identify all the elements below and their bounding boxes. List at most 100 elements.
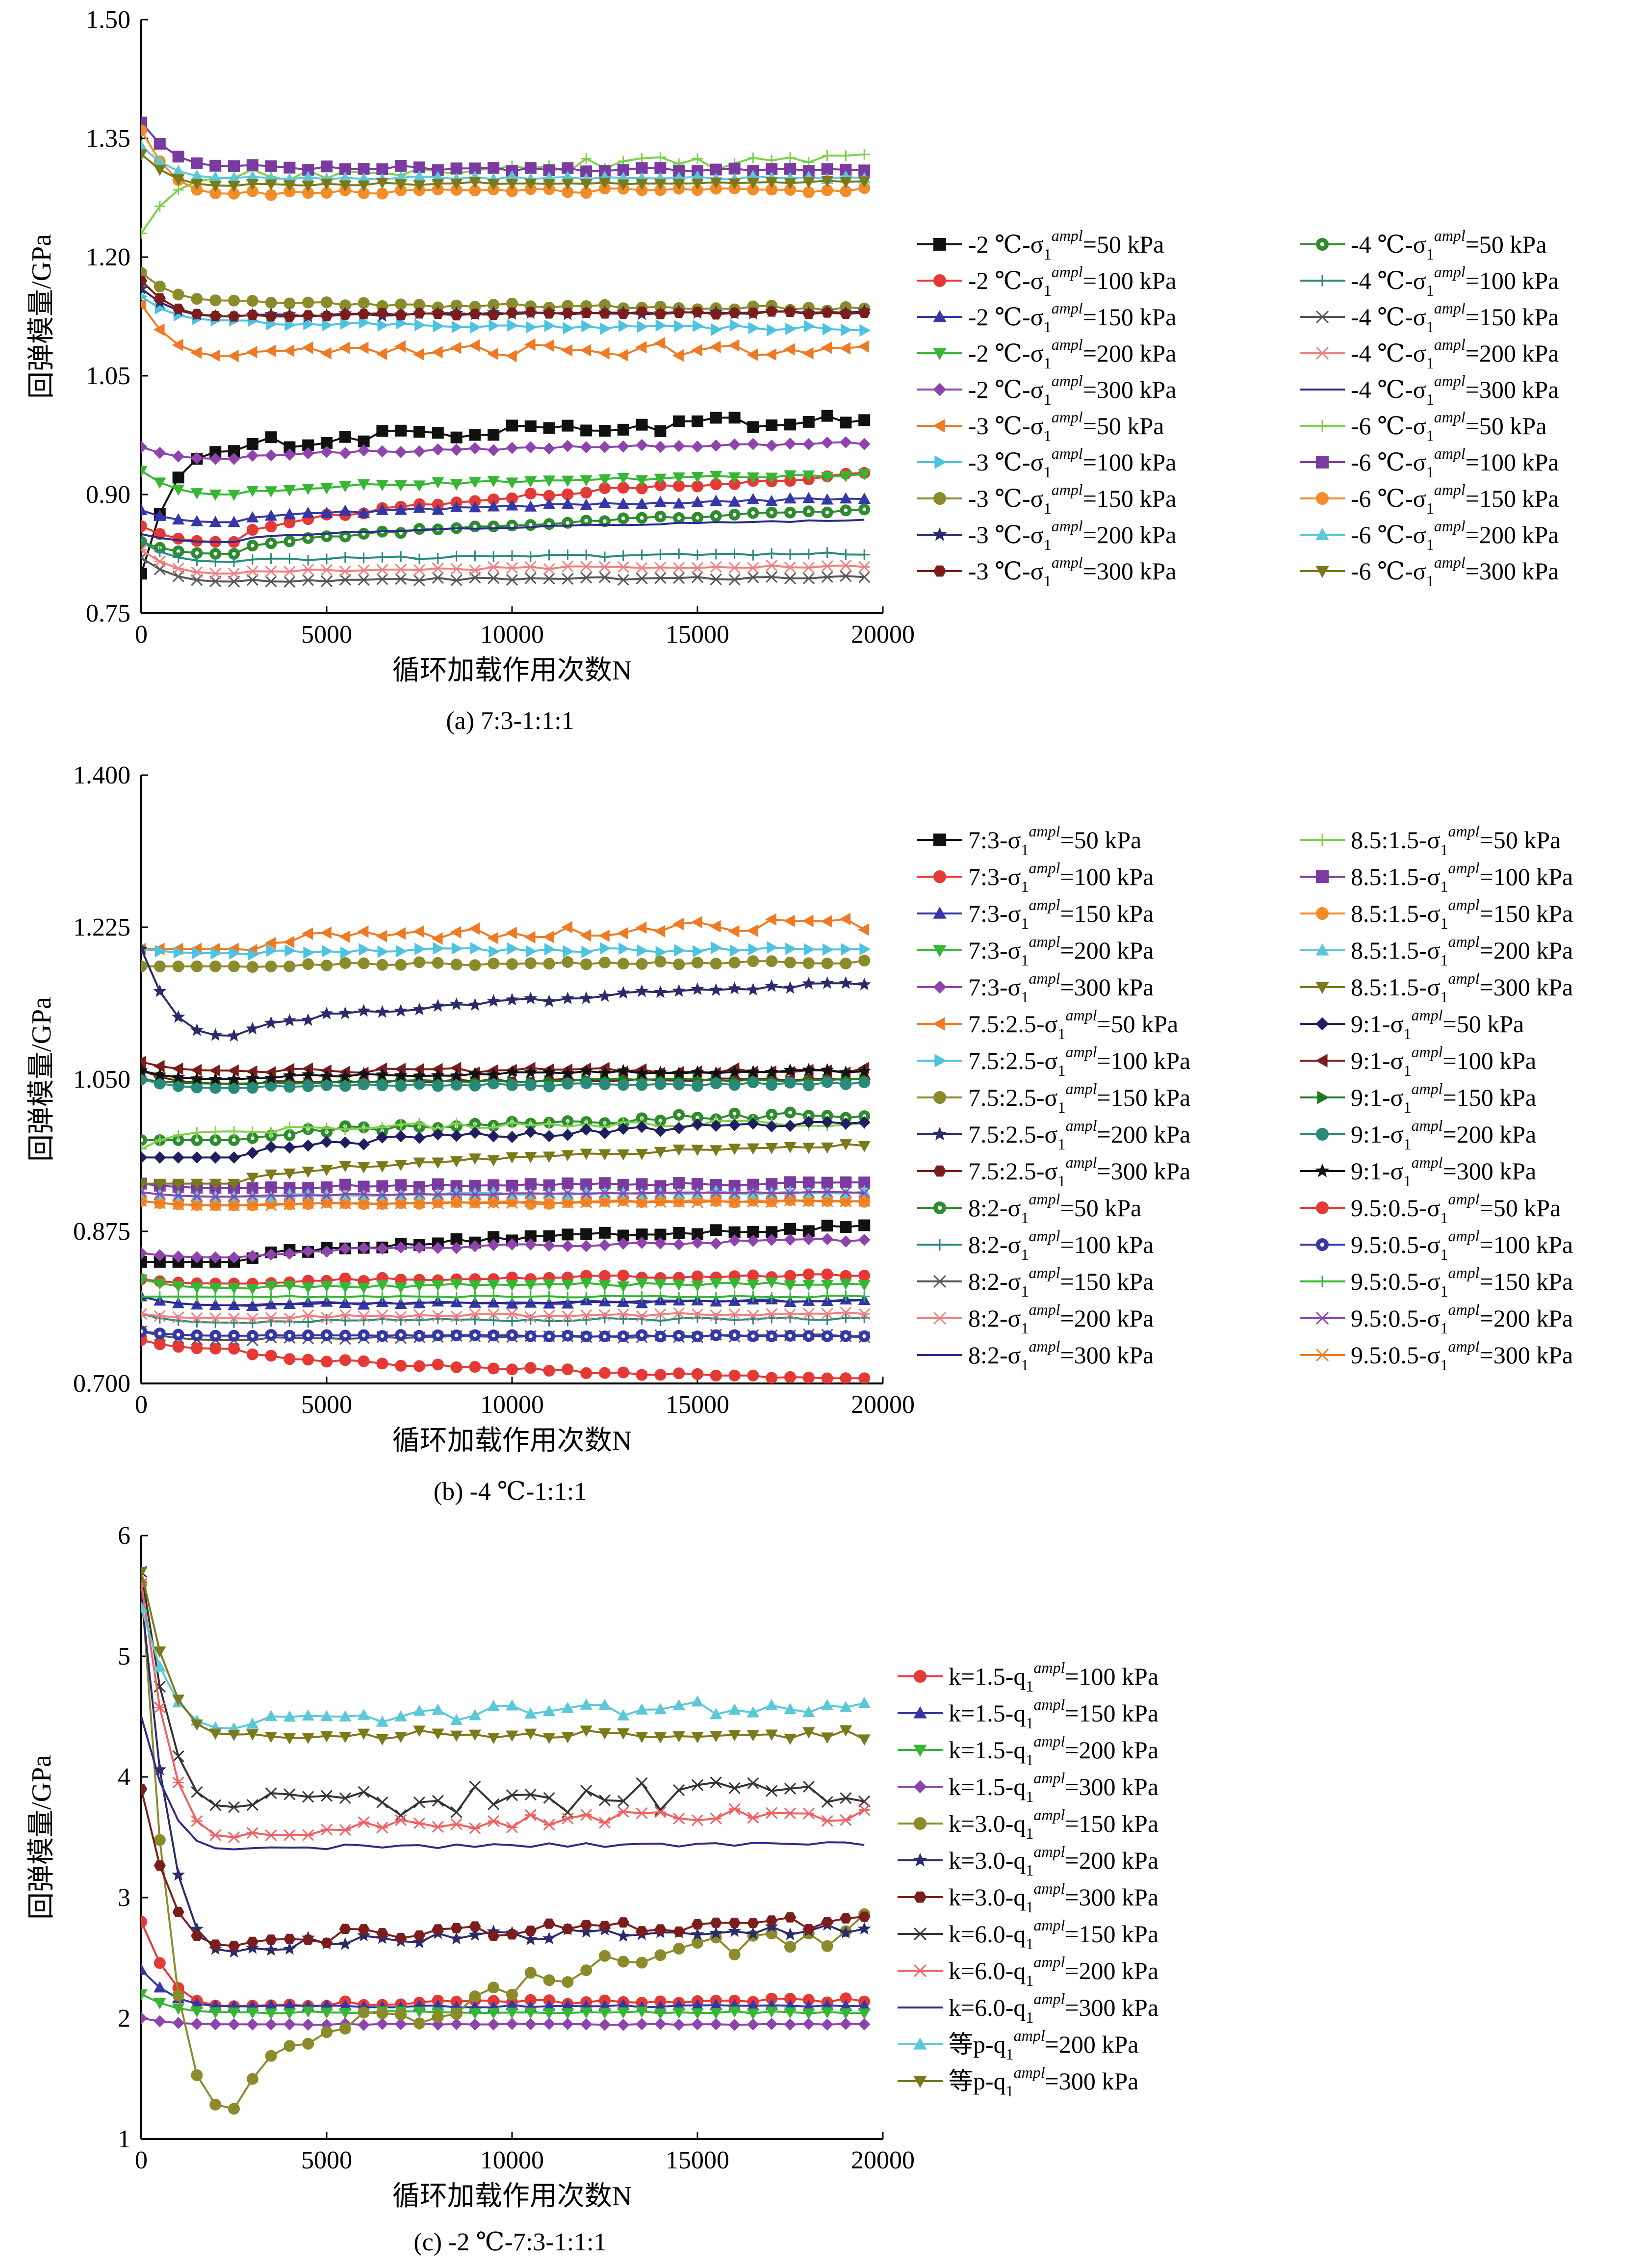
data-point [432,1329,444,1341]
legend-label-subscript: 1 [1058,1025,1066,1043]
data-point [747,1369,759,1382]
data-point [154,1998,166,2009]
data-point [283,2008,296,2020]
data-point [766,955,778,967]
data-point [746,1234,759,1247]
data-point [358,1816,370,1828]
legend-label: 9.5:0.5-σ1ampl=150 kPa [1351,1264,1573,1300]
legend-marker [1316,907,1329,920]
series-group [141,1578,871,1844]
data-point [654,956,667,968]
legend-label-subscript: 1 [1006,2045,1014,2063]
legend-label-suffix: =300 kPa [1466,557,1559,585]
data-point [172,1906,184,1917]
data-point [432,1795,444,1807]
data-point [857,977,871,991]
data-point [246,1147,259,1159]
data-point [154,1291,165,1302]
series-group [141,1073,871,1094]
y-tick-label: 1.225 [73,913,130,941]
data-point [488,957,500,969]
data-point [821,1330,833,1342]
data-point [784,1912,797,1923]
legend-label-superscript: ampl [1448,1227,1480,1245]
legend-label-suffix: =200 kPa [1083,521,1177,548]
data-point [802,1330,815,1342]
legend-label-suffix: =50 kPa [1097,1010,1179,1038]
data-point [654,510,667,522]
data-point [450,1129,463,1142]
data-point [172,303,184,314]
data-point [412,348,424,361]
data-point [654,1732,667,1744]
data-point [581,1292,592,1303]
data-point [822,1290,833,1302]
data-point [673,1926,685,1937]
data-point [598,1309,611,1321]
data-point [784,418,796,431]
data-point [839,976,853,989]
data-point [692,549,703,561]
data-point [746,924,758,937]
legend-label-prefix: -4 ℃-σ [1351,303,1426,331]
data-point [376,1079,388,1092]
data-point [599,1078,611,1091]
legend-label-superscript: ampl [1066,1043,1097,1061]
data-point [321,1291,332,1303]
legend-label: k=1.5-q1ampl=200 kPa [949,1732,1158,1769]
legend-marker [913,2037,927,2050]
data-point [580,487,592,499]
legend-label: 9.5:0.5-σ1ampl=100 kPa [1351,1227,1573,1263]
data-point [141,282,148,295]
legend-label-prefix: -6 ℃-σ [1351,485,1426,512]
data-point [191,1081,203,1094]
data-point [562,1330,574,1342]
data-point [395,1311,407,1323]
data-point [320,483,333,495]
legend-label-prefix: -4 ℃-σ [1351,267,1426,294]
legend-marker [1315,310,1329,324]
legend-label-suffix: =150 kPa [1480,1268,1573,1295]
data-point [376,1131,388,1144]
data-point [487,2008,500,2020]
data-point [376,503,389,515]
data-point [395,310,407,321]
data-point [524,1809,537,1821]
data-point [580,344,591,357]
legend-label-prefix: k=3.0-q [949,1883,1026,1911]
series-line [141,1584,865,2110]
legend-label-prefix: 7:3-σ [968,863,1021,890]
legend-label: 7.5:2.5-σ1ampl=50 kPa [968,1006,1178,1043]
series-line [141,122,865,173]
data-point [487,994,500,1007]
data-point [358,1242,370,1254]
data-point [636,1329,648,1341]
data-point [303,317,315,331]
data-point [301,1013,315,1026]
legend-label-subscript: 1 [1026,2008,1033,2026]
legend-label-subscript: 1 [1426,427,1434,444]
legend-label-subscript: 1 [1026,1861,1033,1879]
data-point [524,420,537,432]
data-point [617,309,629,319]
data-point [154,1188,166,1200]
legend-label: -6 ℃-σ1ampl=50 kPa [1351,408,1546,444]
y-tick-label: 1.50 [86,6,130,34]
legend-label-subscript: 1 [1021,1282,1029,1300]
data-point [654,309,667,319]
data-point [524,561,537,573]
y-tick-label: 2 [118,2005,130,2033]
data-point [487,1239,500,1251]
data-point [246,2007,259,2019]
legend-entry: 等p-q1ampl=200 kPa [898,2027,1138,2063]
data-point [691,307,704,317]
data-point [506,477,518,489]
data-point [747,1076,759,1089]
data-point [321,160,333,173]
data-point [858,1911,871,1922]
series-group [141,544,871,580]
legend-label-suffix: =200 kPa [1045,2031,1139,2058]
data-point [266,944,278,957]
data-point [562,560,574,573]
data-point [432,1157,444,1169]
